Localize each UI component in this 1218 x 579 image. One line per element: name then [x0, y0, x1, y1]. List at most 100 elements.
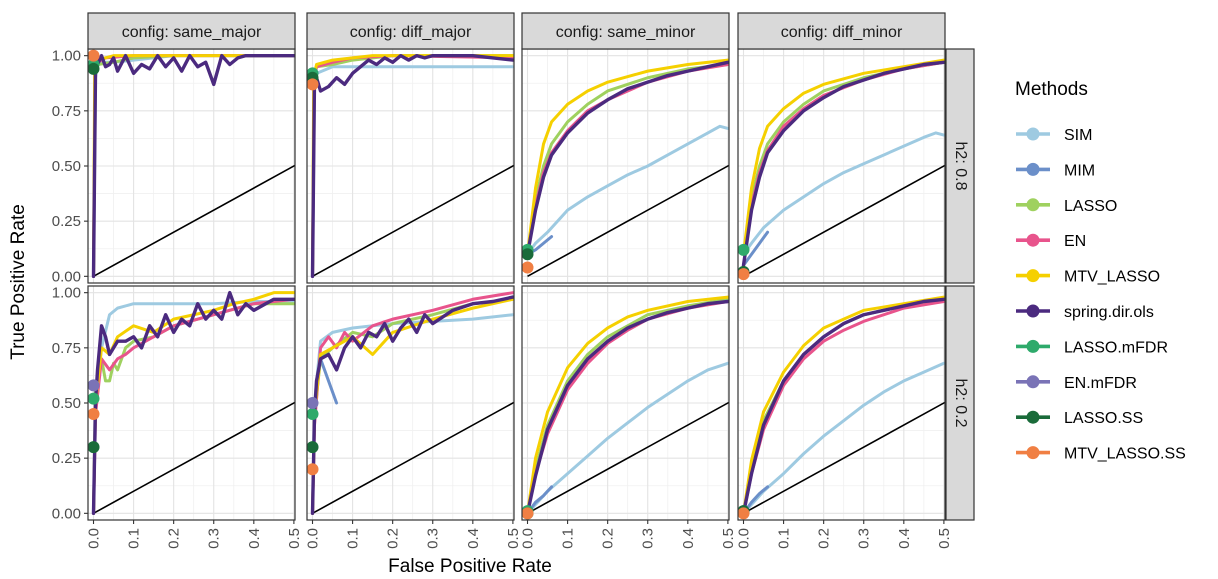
x-tick-label: 0.5 — [936, 528, 953, 549]
strip-background — [945, 285, 975, 521]
facet-panel — [87, 285, 296, 521]
series-line — [310, 53, 514, 279]
x-tick-label: 0.1 — [345, 528, 362, 549]
column-strip: config: diff_major — [306, 12, 515, 50]
panel-border — [306, 285, 515, 521]
point-marker — [306, 463, 319, 476]
legend-item: SIM — [1016, 127, 1092, 144]
point-marker — [521, 248, 534, 261]
facet-panel — [87, 48, 296, 284]
series-line — [526, 124, 729, 256]
x-tick-label: 0.0 — [520, 528, 537, 549]
legend-item: spring.dir.ols — [1016, 304, 1154, 321]
series-line — [526, 361, 729, 515]
reference-diagonal-line — [527, 401, 729, 515]
series-line — [525, 299, 729, 516]
series-line — [525, 60, 729, 256]
legend-label: LASSO.SS — [1064, 410, 1143, 427]
reference-diagonal-line — [527, 164, 729, 278]
column-strip-label: config: diff_major — [350, 24, 472, 41]
point-marker — [87, 379, 100, 392]
strip-background — [306, 12, 515, 50]
series-line — [741, 297, 945, 516]
legend-key-point — [1026, 233, 1040, 247]
point-marker — [521, 507, 534, 520]
column-strip: config: same_minor — [521, 12, 730, 50]
panel-border — [737, 285, 946, 521]
x-tick-label: 0.0 — [86, 528, 103, 549]
legend-item: MTV_LASSO.SS — [1016, 446, 1186, 463]
legend-label: MIM — [1064, 162, 1095, 179]
x-tick-label: 0.5 — [505, 528, 522, 549]
y-tick-label: 0.25 — [52, 450, 81, 467]
y-tick-label: 0.00 — [52, 268, 81, 285]
column-strip-label: config: diff_minor — [781, 24, 903, 41]
legend-label: MTV_LASSO — [1064, 269, 1160, 286]
legend-label: MTV_LASSO.SS — [1064, 446, 1186, 463]
legend-key-point — [1026, 375, 1040, 389]
reference-diagonal-line — [743, 401, 945, 515]
facet-panel — [521, 48, 730, 284]
legend-key-point — [1026, 304, 1040, 318]
x-tick-label: 0.3 — [425, 528, 442, 549]
strip-background — [87, 12, 296, 50]
series-line — [526, 295, 729, 515]
axes: 0.000.250.500.751.000.000.250.500.751.00… — [52, 48, 953, 549]
legend-label: SIM — [1064, 127, 1092, 144]
reference-diagonal-line — [312, 164, 514, 278]
series-line — [92, 291, 295, 515]
series-line — [526, 63, 729, 256]
point-marker — [87, 392, 100, 405]
legend-key-point — [1026, 269, 1040, 283]
legend-key-point — [1026, 127, 1040, 141]
y-tick-label: 1.00 — [52, 285, 81, 302]
facet-panel — [521, 285, 730, 521]
column-strip: config: diff_minor — [737, 12, 946, 50]
point-marker — [306, 441, 319, 454]
x-tick-label: 0.4 — [896, 528, 913, 549]
row-strip-label: h2: 0.8 — [952, 142, 969, 191]
x-tick-label: 0.3 — [206, 528, 223, 549]
legend-label: spring.dir.ols — [1064, 304, 1154, 321]
y-tick-label: 0.75 — [52, 103, 81, 120]
legend-item: LASSO.mFDR — [1016, 339, 1168, 356]
legend-title: Methods — [1015, 79, 1088, 100]
row-strip-label: h2: 0.2 — [952, 379, 969, 428]
facet-panels — [87, 48, 946, 521]
series-line — [310, 295, 514, 516]
y-tick-label: 0.00 — [52, 505, 81, 522]
series-line — [742, 58, 945, 256]
x-axis-title: False Positive Rate — [388, 556, 552, 577]
legend-label: EN — [1064, 233, 1086, 250]
x-tick-label: 0.5 — [286, 528, 303, 549]
column-strip-label: config: same_major — [122, 24, 262, 41]
reference-diagonal-line — [743, 164, 945, 278]
x-tick-label: 0.1 — [126, 528, 143, 549]
y-tick-label: 0.75 — [52, 340, 81, 357]
row-strip: h2: 0.8 — [945, 48, 975, 284]
x-tick-label: 0.2 — [816, 528, 833, 549]
series-line — [742, 230, 770, 267]
legend-key-point — [1026, 162, 1040, 176]
point-marker — [87, 49, 100, 62]
strip-background — [521, 12, 730, 50]
x-tick-label: 0.2 — [600, 528, 617, 549]
series-line — [742, 361, 945, 515]
y-axis-title: True Positive Rate — [8, 204, 29, 360]
point-marker — [306, 78, 319, 91]
point-marker — [306, 397, 319, 409]
reference-diagonal-line — [312, 401, 514, 515]
legend-item: EN.mFDR — [1016, 375, 1137, 392]
point-marker — [737, 507, 750, 520]
point-marker — [737, 268, 750, 281]
panel-border — [521, 285, 730, 521]
reference-diagonal-line — [93, 401, 295, 515]
strip-background — [737, 12, 946, 50]
x-tick-label: 0.3 — [640, 528, 657, 549]
legend-key-point — [1026, 446, 1040, 460]
x-tick-label: 0.4 — [680, 528, 697, 549]
facet-panel — [306, 285, 515, 521]
x-tick-label: 0.2 — [385, 528, 402, 549]
series-line — [91, 290, 295, 516]
legend-key-point — [1026, 410, 1040, 424]
